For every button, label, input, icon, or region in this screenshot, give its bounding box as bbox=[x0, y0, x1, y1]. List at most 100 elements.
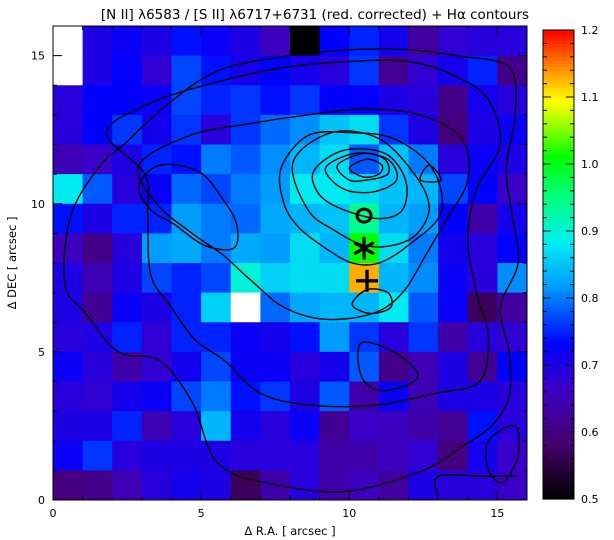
heatmap-cell bbox=[230, 85, 261, 116]
heatmap-cell bbox=[141, 411, 172, 442]
colorbar-band bbox=[543, 254, 574, 259]
contour-line bbox=[138, 163, 239, 251]
colorbar-band bbox=[543, 331, 574, 336]
heatmap-cell bbox=[290, 440, 321, 471]
heatmap-cell bbox=[349, 85, 380, 116]
colorbar-band bbox=[543, 227, 574, 232]
heatmap-cell bbox=[467, 440, 498, 471]
heatmap-cell bbox=[171, 114, 202, 145]
colorbar-tick-label: 0.8 bbox=[581, 292, 599, 305]
plus-marker bbox=[356, 269, 379, 292]
heatmap-cell bbox=[201, 114, 232, 145]
heatmap-cell bbox=[497, 440, 528, 471]
colorbar-band bbox=[543, 488, 574, 493]
heatmap-cell bbox=[378, 351, 409, 382]
heatmap-cell bbox=[53, 411, 84, 442]
heatmap-cell bbox=[112, 55, 143, 86]
heatmap-cell bbox=[349, 322, 380, 353]
heatmap-cell bbox=[319, 55, 350, 86]
colorbar-band bbox=[543, 56, 574, 61]
colorbar-band bbox=[543, 425, 574, 430]
heatmap-cell bbox=[438, 292, 469, 323]
colorbar-band bbox=[543, 365, 574, 369]
colorbar-band bbox=[543, 40, 574, 44]
colorbar-band bbox=[543, 445, 574, 450]
heatmap-cell bbox=[53, 470, 84, 501]
heatmap-cell bbox=[171, 440, 202, 471]
heatmap-cell bbox=[201, 381, 232, 412]
heatmap-cell bbox=[260, 470, 291, 501]
colorbar-band bbox=[543, 408, 574, 413]
heatmap-cell bbox=[53, 263, 84, 294]
heatmap-cell bbox=[349, 263, 380, 294]
heatmap-cell bbox=[112, 85, 143, 116]
heatmap-cell bbox=[141, 440, 172, 471]
heatmap-cell bbox=[171, 174, 202, 205]
heatmap-cell bbox=[290, 26, 321, 57]
contour-line bbox=[357, 341, 419, 392]
heatmap-cell bbox=[319, 470, 350, 501]
heatmap-cell bbox=[319, 411, 350, 442]
heatmap-cell bbox=[141, 470, 172, 501]
colorbar-band bbox=[543, 452, 574, 457]
halpha-contours bbox=[63, 48, 521, 498]
heatmap-cell bbox=[497, 26, 528, 57]
heatmap-cell bbox=[497, 351, 528, 382]
heatmap-cell bbox=[82, 26, 113, 57]
colorbar-band bbox=[543, 140, 574, 145]
y-axis-label: Δ DEC [ arcsec ] bbox=[5, 217, 19, 310]
heatmap-cells bbox=[53, 26, 528, 501]
y-tick-label: 15 bbox=[31, 50, 45, 63]
colorbar-band bbox=[543, 418, 574, 423]
heatmap-cell bbox=[378, 411, 409, 442]
heatmap-cell bbox=[53, 292, 84, 323]
colorbar-tick-label: 1.2 bbox=[581, 24, 599, 37]
colorbar-band bbox=[543, 428, 574, 433]
y-tick-label: 5 bbox=[38, 346, 45, 359]
contour-line bbox=[348, 158, 384, 179]
colorbar-band bbox=[543, 137, 574, 142]
colorbar-band bbox=[543, 395, 574, 400]
heatmap-cell bbox=[438, 411, 469, 442]
heatmap-cell bbox=[171, 411, 202, 442]
colorbar-band bbox=[543, 220, 574, 225]
colorbar-band bbox=[543, 70, 574, 75]
colorbar-band bbox=[543, 448, 574, 453]
colorbar-band bbox=[543, 187, 574, 192]
colorbar-band bbox=[543, 197, 574, 202]
colorbar-band bbox=[543, 76, 574, 81]
heatmap-cell bbox=[171, 322, 202, 353]
contour-line bbox=[105, 59, 502, 408]
heatmap-cell bbox=[53, 381, 84, 412]
colorbar-band bbox=[543, 334, 574, 339]
heatmap-cell bbox=[82, 55, 113, 86]
colorbar-band bbox=[543, 361, 574, 366]
colorbar-band bbox=[543, 36, 574, 41]
heatmap-cell bbox=[82, 203, 113, 234]
colorbar-band bbox=[543, 358, 574, 363]
heatmap-cell bbox=[497, 174, 528, 205]
heatmap-cell bbox=[260, 411, 291, 442]
heatmap-cell bbox=[408, 322, 439, 353]
heatmap-cell bbox=[201, 26, 232, 57]
heatmap-cell bbox=[319, 263, 350, 294]
colorbar-band bbox=[543, 143, 574, 148]
heatmap-cell bbox=[408, 203, 439, 234]
heatmap-cell bbox=[112, 203, 143, 234]
heatmap-cell bbox=[378, 114, 409, 145]
colorbar-band bbox=[543, 324, 574, 329]
heatmap-cell bbox=[260, 381, 291, 412]
colorbar-band bbox=[543, 432, 574, 436]
heatmap-cell bbox=[408, 411, 439, 442]
colorbar-band bbox=[543, 281, 574, 286]
heatmap-cell bbox=[378, 263, 409, 294]
heatmap-cell bbox=[290, 85, 321, 116]
heatmap-cell bbox=[497, 233, 528, 264]
colorbar-tick-label: 1.1 bbox=[581, 91, 599, 104]
colorbar-band bbox=[543, 97, 574, 101]
heatmap-cell bbox=[438, 351, 469, 382]
colorbar-band bbox=[543, 133, 574, 138]
colorbar-tick-label: 0.9 bbox=[581, 225, 599, 238]
colorbar-band bbox=[543, 405, 574, 410]
colorbar-band bbox=[543, 184, 574, 189]
